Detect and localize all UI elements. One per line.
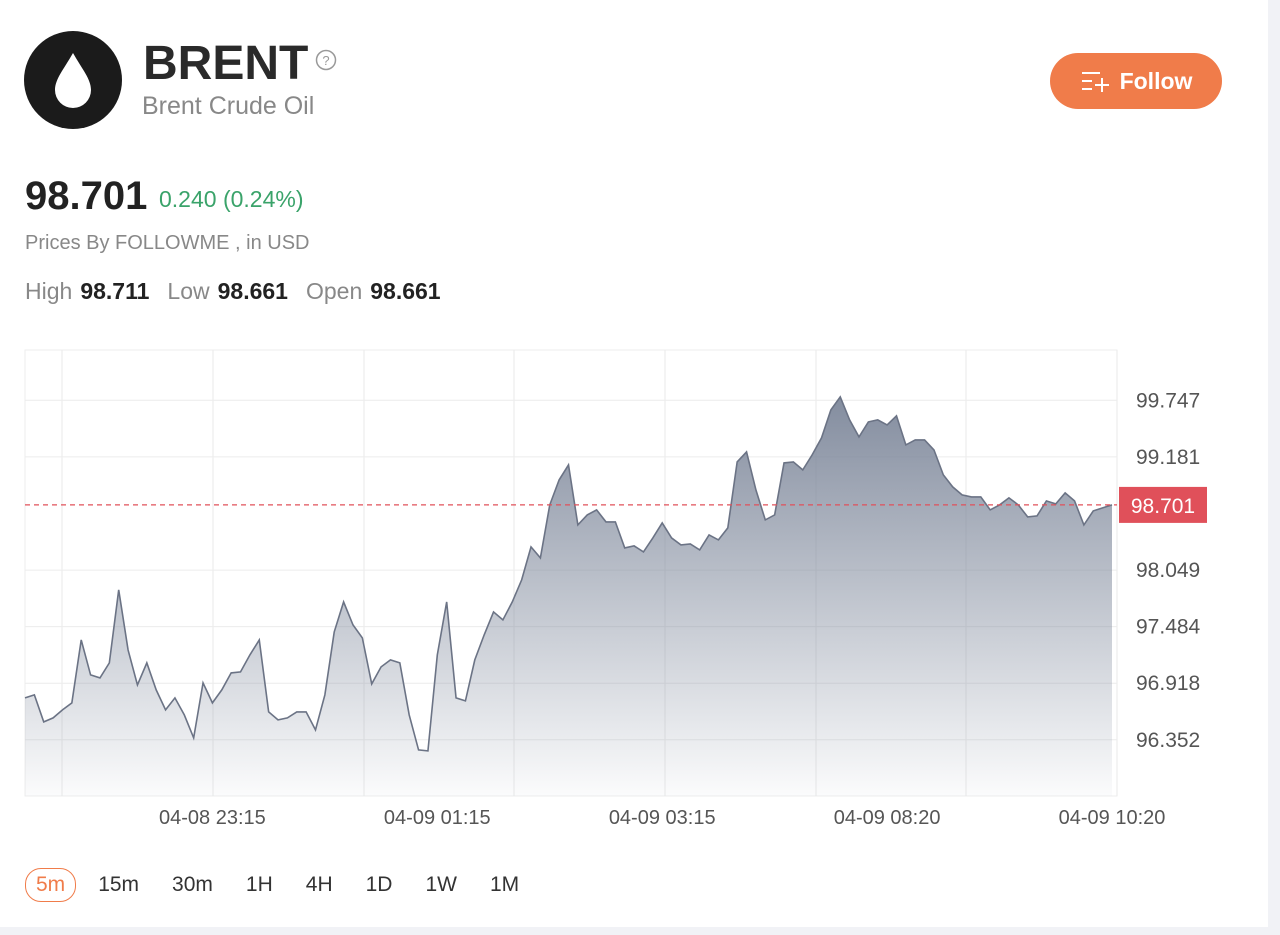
symbol: BRENT bbox=[143, 37, 309, 90]
stat-label: Open bbox=[305, 278, 363, 304]
current-price-box bbox=[1119, 486, 1207, 523]
range-button[interactable]: 30m bbox=[172, 873, 213, 896]
stats: High 98.711 Low 98.661 Open 98.661 bbox=[25, 278, 459, 305]
y-tick-label: 98.049 bbox=[1136, 559, 1200, 582]
svg-text:?: ? bbox=[322, 53, 329, 68]
help-icon[interactable]: ? bbox=[315, 49, 339, 73]
range-button[interactable]: 1H bbox=[245, 873, 273, 896]
y-tick-label: 99.747 bbox=[1136, 389, 1200, 412]
x-tick-label: 04-09 03:15 bbox=[609, 807, 716, 829]
current-price-label: 98.701 bbox=[1131, 495, 1195, 518]
bottom-edge bbox=[0, 927, 1280, 935]
price-line bbox=[24, 395, 1113, 752]
range-button[interactable]: 1D bbox=[365, 873, 393, 896]
x-tick-label: 04-09 08:20 bbox=[834, 807, 941, 829]
price-source: Prices By FOLLOWME , in USD bbox=[25, 232, 310, 254]
symbol-name: Brent Crude Oil bbox=[142, 92, 315, 120]
follow-icon bbox=[1081, 72, 1109, 92]
follow-label[interactable]: Follow bbox=[1119, 67, 1193, 94]
y-tick-label: 97.484 bbox=[1136, 616, 1201, 639]
range-button[interactable]: 5m bbox=[25, 868, 77, 902]
stat-value: 98.661 bbox=[217, 278, 288, 304]
x-tick-label: 04-08 23:15 bbox=[159, 807, 266, 829]
y-tick-label: 96.352 bbox=[1136, 729, 1200, 752]
stat-label: Low bbox=[167, 278, 210, 304]
stat-value: 98.711 bbox=[80, 278, 150, 304]
follow-button[interactable]: Follow bbox=[1050, 53, 1222, 109]
price-change: 0.240 (0.24%) bbox=[159, 186, 304, 212]
range-button[interactable]: 15m bbox=[98, 873, 140, 896]
range-button[interactable]: 4H bbox=[305, 873, 333, 896]
range-button[interactable]: 1W bbox=[425, 873, 457, 896]
scroll-edge bbox=[1268, 0, 1280, 935]
x-tick-label: 04-09 01:15 bbox=[384, 807, 491, 829]
stat-value: 98.661 bbox=[370, 278, 441, 304]
y-tick-label: 96.918 bbox=[1136, 672, 1200, 695]
symbol-icon bbox=[24, 31, 122, 129]
y-tick-label: 99.181 bbox=[1136, 446, 1200, 469]
chart: 96.352 96.918 97.484 98.049 99.181 99.747 04-0… bbox=[24, 349, 1207, 829]
x-tick-label: 04-09 10:20 bbox=[1059, 807, 1166, 829]
area-fill bbox=[25, 396, 1112, 796]
range-button[interactable]: 1M bbox=[489, 873, 520, 896]
range-selector: 5m 15m 30m 1H 4H 1D 1W 1M bbox=[25, 868, 541, 902]
stat-label: High bbox=[25, 278, 73, 304]
price: 98.701 bbox=[25, 174, 148, 218]
